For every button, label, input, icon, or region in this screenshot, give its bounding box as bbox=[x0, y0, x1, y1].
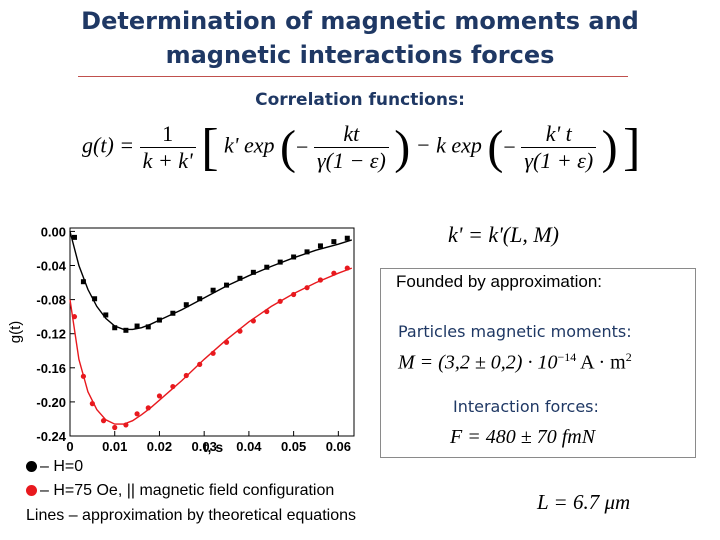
data-point-h75 bbox=[170, 383, 176, 390]
data-point-h75 bbox=[112, 424, 118, 431]
plot-frame bbox=[69, 227, 355, 437]
x-tick-label: 0 bbox=[66, 439, 73, 454]
x-tick-label: 0.03 bbox=[192, 439, 217, 454]
k-definition: k' = k'(L, M) bbox=[448, 222, 559, 247]
fit-line-h75 bbox=[69, 267, 353, 425]
data-point-h0 bbox=[264, 264, 270, 270]
legend-h0: – H=0 bbox=[26, 458, 83, 476]
formula-term-2: − k exp bbox=[415, 132, 482, 158]
data-point-h75 bbox=[264, 308, 270, 315]
y-tick-label: -0.08 bbox=[36, 293, 66, 308]
data-point-h0 bbox=[145, 324, 151, 330]
y-tick-label: -0.04 bbox=[36, 259, 66, 274]
data-point-h75 bbox=[134, 411, 140, 417]
data-point-h75 bbox=[100, 418, 107, 424]
data-point-h75 bbox=[156, 393, 163, 399]
y-axis-label: g(t) bbox=[7, 321, 24, 344]
data-point-h75 bbox=[331, 270, 337, 276]
data-point-h0 bbox=[197, 296, 203, 302]
data-point-h0 bbox=[291, 254, 297, 260]
subtitle: Correlation functions: bbox=[255, 90, 465, 110]
y-tick-label: -0.24 bbox=[36, 429, 66, 444]
data-point-h0 bbox=[304, 249, 310, 255]
red-dot-icon bbox=[26, 485, 37, 497]
data-point-h0 bbox=[317, 243, 323, 249]
title-underline bbox=[78, 76, 628, 77]
data-point-h0 bbox=[237, 275, 243, 281]
data-point-h75 bbox=[210, 350, 216, 356]
y-tick-label: -0.20 bbox=[36, 395, 66, 410]
data-point-h75 bbox=[291, 291, 297, 298]
l-value: L = 6.7 μm bbox=[537, 490, 631, 514]
y-tick-label: -0.16 bbox=[36, 361, 66, 376]
data-point-h0 bbox=[92, 296, 98, 302]
y-tick-label: -0.12 bbox=[36, 327, 66, 342]
data-point-h0 bbox=[170, 310, 176, 316]
data-point-h75 bbox=[183, 372, 189, 379]
founded-label: Founded by approximation: bbox=[396, 272, 603, 291]
data-point-h0 bbox=[210, 287, 216, 293]
data-point-h75 bbox=[80, 373, 87, 379]
formula-fraction-2: kt γ(1 − ε) bbox=[313, 121, 389, 174]
data-point-h0 bbox=[80, 279, 86, 285]
data-point-h0 bbox=[71, 234, 77, 240]
page-title: Determination of magnetic moments and ma… bbox=[40, 4, 680, 72]
forces-label: Interaction forces: bbox=[453, 397, 599, 416]
formula-term-1: k' exp bbox=[224, 132, 275, 158]
data-point-h0 bbox=[331, 239, 337, 245]
title-line-1: Determination of magnetic moments and bbox=[81, 7, 639, 35]
data-point-h75 bbox=[223, 339, 230, 345]
data-point-h75 bbox=[344, 265, 350, 271]
black-dot-icon bbox=[26, 461, 37, 473]
x-tick-label: 0.06 bbox=[326, 439, 351, 454]
results-box bbox=[380, 268, 696, 458]
data-point-h75 bbox=[277, 298, 283, 304]
forces-value: F = 480 ± 70 fmN bbox=[450, 426, 596, 448]
data-point-h75 bbox=[123, 422, 129, 428]
data-point-h0 bbox=[344, 235, 350, 241]
formula-lhs: g(t) = bbox=[82, 132, 135, 158]
data-point-h0 bbox=[103, 312, 109, 318]
x-tick-label: 0.05 bbox=[281, 439, 306, 454]
data-point-h0 bbox=[277, 259, 283, 265]
data-point-h0 bbox=[250, 269, 256, 275]
data-point-h0 bbox=[123, 327, 129, 333]
x-axis-label: t, s bbox=[203, 439, 223, 455]
data-point-h0 bbox=[112, 325, 118, 331]
data-point-h0 bbox=[156, 317, 162, 323]
x-tick-label: 0.02 bbox=[147, 439, 172, 454]
data-point-h75 bbox=[197, 361, 203, 367]
formula-fraction-3: k' t γ(1 + ε) bbox=[521, 121, 597, 174]
title-line-2: magnetic interactions forces bbox=[165, 41, 555, 69]
x-tick-label: 0.01 bbox=[102, 439, 127, 454]
data-point-h75 bbox=[237, 328, 243, 334]
data-point-h75 bbox=[145, 405, 151, 411]
legend-h75: – H=75 Oe, || magnetic field configurati… bbox=[26, 482, 334, 500]
y-tick-label: 0.00 bbox=[41, 224, 66, 239]
data-point-h0 bbox=[183, 302, 189, 308]
data-point-h75 bbox=[89, 401, 95, 407]
data-point-h0 bbox=[224, 282, 230, 288]
legend-lines: Lines – approximation by theoretical equ… bbox=[26, 507, 356, 524]
particles-label: Particles magnetic moments: bbox=[398, 322, 632, 341]
particles-value: M = (3,2 ± 0,2) · 10−14 A · m2 bbox=[398, 350, 632, 374]
data-point-h75 bbox=[250, 318, 256, 324]
data-point-h0 bbox=[134, 323, 140, 329]
fit-line-h0 bbox=[69, 231, 353, 331]
formula-fraction-1: 1 k + k' bbox=[139, 121, 196, 174]
data-point-h75 bbox=[71, 314, 78, 320]
data-point-h75 bbox=[317, 277, 324, 283]
correlation-chart: 0.00 -0.04 -0.08 -0.12 -0.16 -0.20 -0.24 0 0.01… bbox=[7, 224, 355, 455]
x-tick-label: 0.04 bbox=[236, 439, 262, 454]
correlation-formula: g(t) = 1 k + k' [ k' exp (− kt γ(1 − ε) … bbox=[82, 119, 641, 176]
data-point-h75 bbox=[304, 285, 310, 291]
